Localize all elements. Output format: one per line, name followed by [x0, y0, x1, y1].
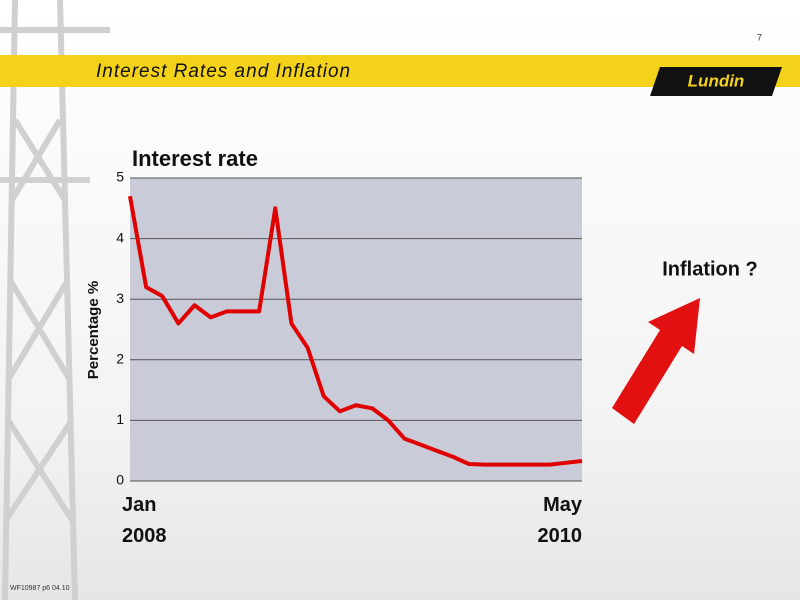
line [128, 195, 583, 467]
logo-box [650, 67, 782, 96]
y-tick-label: 5 [116, 169, 124, 185]
y-tick-label: 4 [116, 229, 124, 245]
page-number: 7 [757, 32, 762, 42]
footer: WF10987 p6 04.10 [10, 585, 70, 592]
y-axis-label: Percentage % [85, 281, 102, 379]
annotation: Inflation ? [662, 258, 758, 280]
y-tick-label: 2 [116, 351, 124, 367]
y-tick-label: 1 [116, 411, 124, 427]
y-tick-label: 3 [116, 290, 124, 306]
x-tick-label: Jan 2008 [122, 494, 167, 547]
chart-title: Interest rate [132, 146, 258, 171]
arrow [612, 298, 700, 424]
logo: Lundin [688, 71, 745, 90]
x-tick-label: May 2010 [537, 494, 583, 547]
y-tick-label: 0 [116, 472, 124, 488]
derrick [0, 0, 110, 600]
slide-title: Interest Rates and Inflation [96, 61, 351, 82]
plot-area [130, 178, 582, 481]
